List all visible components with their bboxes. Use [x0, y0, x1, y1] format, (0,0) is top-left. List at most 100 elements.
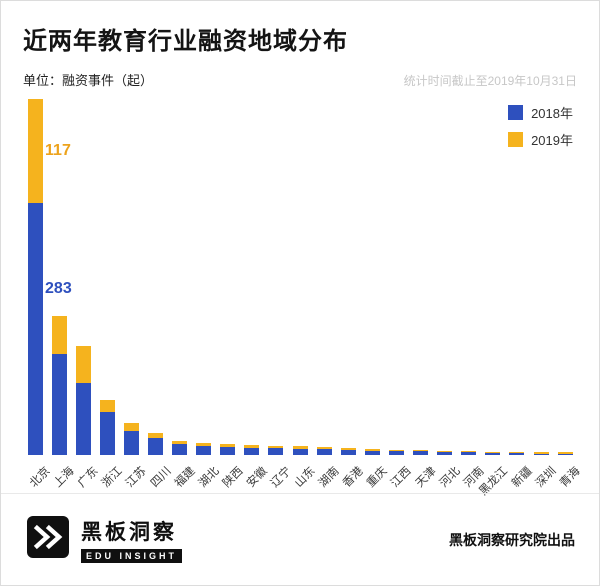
x-axis-label: 四川 — [148, 465, 174, 490]
bar-column: 山东 — [288, 99, 318, 490]
bar-column: 北京 — [23, 99, 53, 490]
bar-column: 深圳 — [529, 99, 559, 490]
value-label-2018年: 283 — [45, 279, 72, 297]
brand-logo-icon — [25, 514, 71, 565]
bar-segment-2018年 — [461, 452, 477, 455]
stacked-bar — [461, 450, 477, 455]
stacked-bar — [51, 316, 67, 455]
stacked-bar — [99, 399, 115, 455]
bar-column: 重庆 — [360, 99, 390, 490]
bar-segment-2018年 — [27, 203, 43, 455]
bar-column: 广东 — [71, 99, 101, 490]
x-axis-label: 山东 — [292, 465, 318, 490]
brand-name: 黑板洞察 — [81, 520, 177, 544]
bar-segment-2019年 — [533, 452, 549, 454]
x-axis-label: 湖南 — [317, 465, 342, 490]
bar-column: 四川 — [143, 99, 173, 490]
bar-column: 青海 — [553, 99, 583, 490]
bar-segment-2018年 — [268, 447, 284, 455]
x-axis-label: 河北 — [437, 465, 463, 490]
brand-text: 黑板洞察 EDU INSIGHT — [81, 516, 183, 564]
x-axis-label: 浙江 — [100, 465, 125, 490]
x-axis-label: 湖北 — [196, 465, 222, 490]
stacked-bar — [316, 447, 332, 455]
x-axis-label: 上海 — [51, 465, 77, 490]
bar-chart: 2018年 2019年 北京 上海 广东 浙江 江苏 四川 福建 湖北 陕西 安徽 辽宁 山东 湖南 香港… — [23, 89, 583, 503]
bar-segment-2018年 — [292, 448, 308, 455]
bar-segment-2018年 — [51, 354, 67, 455]
bar-segment-2018年 — [123, 430, 139, 455]
bar-segment-2018年 — [533, 453, 549, 455]
bar-column: 天津 — [409, 99, 438, 490]
bar-column: 陕西 — [216, 99, 245, 490]
bar-segment-2019年 — [196, 443, 212, 447]
bar-segment-2018年 — [316, 448, 332, 455]
stacked-bar — [27, 99, 43, 455]
credit-text: 黑板洞察研究院出品 — [449, 531, 575, 548]
stacked-bar — [220, 444, 236, 455]
bar-segment-2019年 — [27, 99, 43, 204]
stacked-bar — [123, 422, 139, 455]
bar-segment-2019年 — [413, 449, 429, 452]
bar-segment-2019年 — [557, 452, 573, 454]
bar-column: 香港 — [336, 99, 366, 490]
bar-segment-2018年 — [437, 452, 453, 455]
x-axis-label: 安徽 — [244, 465, 270, 490]
stacked-bar — [388, 449, 404, 455]
bar-segment-2019年 — [388, 449, 404, 452]
stacked-bar — [437, 450, 453, 455]
bar-column: 黑龙江 — [478, 99, 510, 498]
x-axis-label: 天津 — [413, 465, 439, 490]
bar-segment-2018年 — [220, 447, 236, 455]
stacked-bar — [533, 452, 549, 455]
page-title: 近两年教育行业融资地域分布 — [23, 28, 348, 55]
stacked-bar — [172, 440, 188, 455]
bar-segment-2018年 — [75, 382, 91, 455]
bar-segment-2019年 — [509, 451, 525, 454]
bar-segment-2019年 — [437, 450, 453, 453]
x-axis-label: 广东 — [76, 465, 101, 490]
x-axis-label: 江西 — [389, 465, 415, 490]
stacked-bar — [364, 448, 380, 455]
stacked-bar — [509, 451, 525, 455]
legend-swatch-2018 — [508, 105, 524, 120]
footer: 黑板洞察 EDU INSIGHT 黑板洞察研究院出品 — [1, 493, 599, 585]
bar-column: 上海 — [47, 99, 77, 490]
stacked-bar — [557, 452, 573, 455]
bar-column: 辽宁 — [264, 99, 294, 490]
legend-label-2018: 2018年 — [531, 106, 573, 121]
legend-label-2019: 2019年 — [531, 133, 573, 148]
x-axis-label: 新疆 — [509, 465, 535, 490]
x-axis-label: 重庆 — [365, 465, 390, 490]
bar-column: 河北 — [433, 99, 462, 490]
x-axis-label: 福建 — [172, 465, 198, 490]
bar-segment-2019年 — [485, 451, 501, 454]
x-axis-label: 陕西 — [220, 465, 246, 490]
stacked-bar — [292, 446, 308, 455]
legend-item-2019: 2019年 — [508, 130, 573, 149]
bar-segment-2018年 — [196, 446, 212, 455]
bar-segment-2018年 — [485, 453, 501, 455]
bar-column: 浙江 — [95, 99, 125, 490]
unit-label: 单位：融资事件（起） — [23, 73, 154, 88]
bar-segment-2019年 — [461, 450, 477, 453]
brand: 黑板洞察 EDU INSIGHT — [25, 514, 183, 565]
legend: 2018年 2019年 — [508, 103, 573, 149]
bar-segment-2019年 — [268, 446, 284, 448]
stacked-bar — [148, 432, 164, 455]
x-axis-label: 深圳 — [533, 465, 559, 490]
bar-segment-2019年 — [316, 447, 332, 449]
bar-column: 江西 — [384, 99, 414, 490]
bar-segment-2019年 — [99, 399, 115, 413]
x-axis-label: 辽宁 — [268, 465, 294, 490]
bar-segment-2018年 — [340, 449, 356, 455]
stacked-bar — [196, 443, 212, 455]
bar-segment-2019年 — [75, 346, 91, 383]
bar-column: 湖北 — [192, 99, 221, 490]
header: 近两年教育行业融资地域分布 单位：融资事件（起） 统计时间截止至2019年10月… — [1, 1, 599, 89]
bar-column: 安徽 — [240, 99, 269, 490]
bar-segment-2019年 — [244, 445, 260, 448]
stacked-bar — [340, 447, 356, 455]
bar-segment-2019年 — [292, 446, 308, 449]
